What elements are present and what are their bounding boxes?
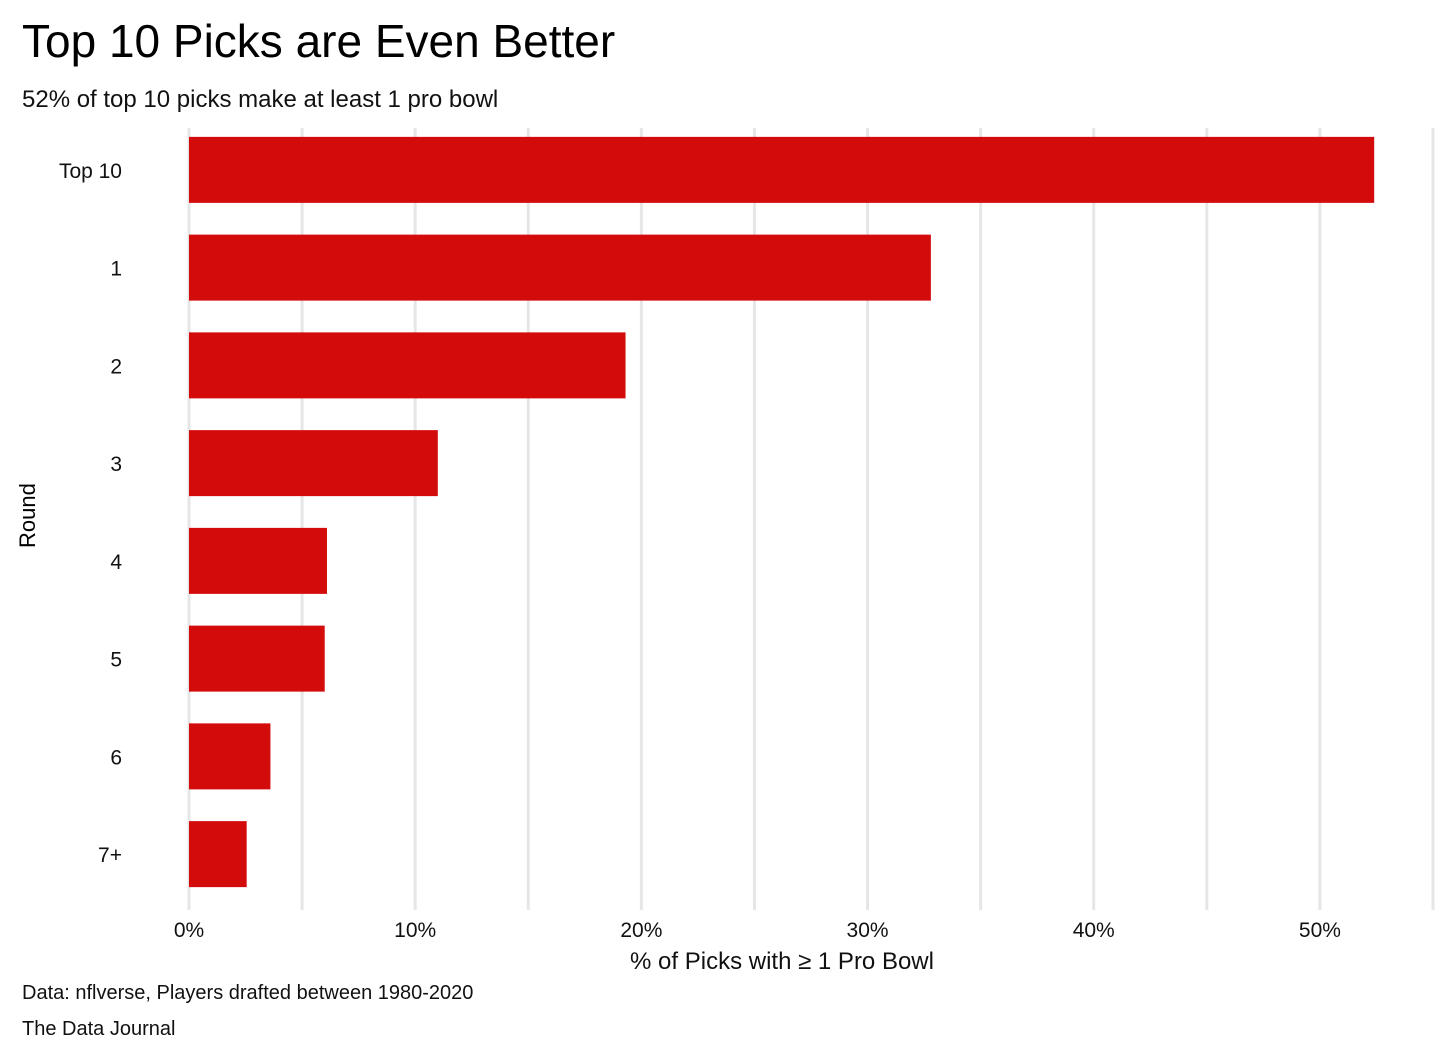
bar (189, 234, 931, 301)
y-tick-label: 2 (110, 355, 122, 378)
x-tick-label: 40% (1073, 919, 1115, 942)
x-tick-label: 20% (620, 919, 662, 942)
y-tick-label: Top 10 (59, 160, 122, 183)
bar (189, 527, 327, 594)
y-tick-label: 6 (110, 746, 122, 769)
data-source-caption: Data: nflverse, Players drafted between … (22, 982, 474, 1004)
x-tick-label: 0% (174, 919, 204, 942)
bar (189, 332, 626, 399)
y-tick-label: 4 (110, 551, 122, 574)
bar (189, 821, 247, 888)
bar (189, 625, 325, 692)
y-tick-label: 7+ (98, 844, 122, 867)
y-tick-label: 1 (110, 258, 122, 281)
bar (189, 136, 1375, 203)
y-tick-label: 3 (110, 453, 122, 476)
x-tick-label: 10% (394, 919, 436, 942)
y-tick-label: 5 (110, 649, 122, 672)
bar (189, 723, 271, 790)
x-tick-label: 50% (1299, 919, 1341, 942)
x-tick-label: 30% (847, 919, 889, 942)
x-axis-label: % of Picks with ≥ 1 Pro Bowl (630, 948, 934, 975)
bar (189, 430, 438, 497)
chart-title: Top 10 Picks are Even Better (22, 15, 616, 67)
publisher-caption: The Data Journal (22, 1018, 176, 1040)
chart-subtitle: 52% of top 10 picks make at least 1 pro … (22, 86, 499, 113)
y-axis-label: Round (15, 483, 40, 548)
